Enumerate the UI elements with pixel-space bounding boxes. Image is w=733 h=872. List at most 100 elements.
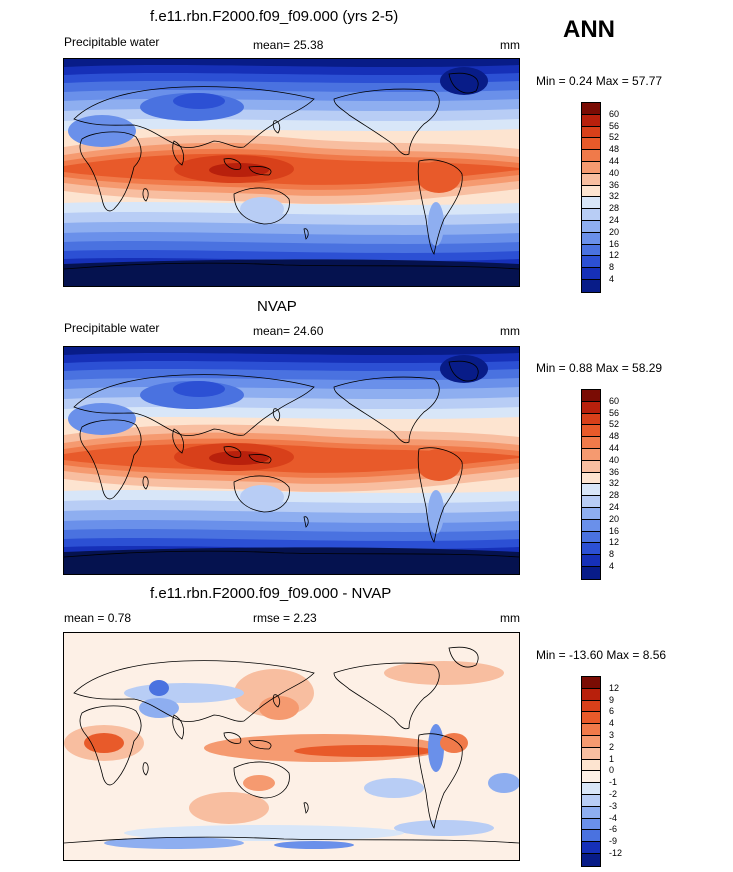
panel1-units-label: mm	[500, 38, 520, 52]
coastline	[73, 374, 315, 436]
colorbar-tick-label: 56	[609, 120, 620, 131]
colorbar-swatch	[582, 472, 600, 485]
colorbar-tick-label: -3	[609, 800, 618, 811]
contour-band	[240, 197, 284, 221]
colorbar-tick-label: 36	[609, 466, 620, 477]
colorbar-tick-label: 8	[609, 262, 615, 273]
contour-band	[364, 778, 424, 798]
panel1-title: f.e11.rbn.F2000.f09_f09.000 (yrs 2-5)	[150, 8, 399, 25]
coastline	[172, 714, 184, 740]
contour-band	[417, 161, 461, 193]
coastline	[233, 475, 290, 513]
colorbar-swatch	[582, 531, 600, 544]
colorbar-swatch	[582, 401, 600, 414]
colorbar-swatch	[582, 425, 600, 438]
coastline	[73, 86, 315, 148]
panel2-mean-label: mean= 24.60	[253, 324, 324, 338]
colorbar-tick-label: 12	[609, 682, 620, 693]
contour-band	[428, 202, 444, 246]
panel1-coastlines	[64, 72, 519, 270]
colorbar-tick-label: 1	[609, 753, 615, 764]
colorbar-tick-label: 16	[609, 238, 620, 249]
contour-band	[64, 259, 519, 286]
panel2-coastlines	[64, 360, 519, 558]
colorbar-swatch	[582, 256, 600, 269]
panel2-colorbar-ticks: 60 56 52 48 44 40 36 32 28 24 20 16 12 8 4	[581, 389, 621, 579]
contour-band	[240, 485, 284, 509]
coastline	[272, 120, 281, 134]
panel1-minmax-label: Min = 0.24 Max = 57.77	[536, 74, 663, 88]
colorbar-tick-label: 60	[609, 395, 620, 406]
colorbar-tick-label: -12	[609, 848, 623, 858]
colorbar-tick-label: -2	[609, 789, 618, 799]
coastline	[64, 550, 519, 558]
contour-band	[64, 547, 519, 574]
panel3-map	[63, 632, 520, 861]
contour-band	[274, 841, 354, 849]
colorbar-swatch	[582, 437, 600, 449]
coastline	[233, 187, 290, 225]
coastline	[448, 646, 479, 668]
coastline	[448, 72, 479, 94]
colorbar-tick-label: 40	[609, 167, 620, 178]
panel3-coastlines	[64, 646, 519, 844]
panel2-units-label: mm	[500, 324, 520, 338]
panel1-variable-label: Precipitable water	[64, 35, 160, 49]
colorbar-tick-label: 28	[609, 203, 620, 214]
panel3-units-label: mm	[500, 611, 520, 625]
contour-band	[124, 683, 244, 703]
colorbar-swatch	[582, 114, 600, 127]
contour-band	[84, 733, 124, 753]
contour-band	[428, 724, 444, 772]
colorbar-swatch	[582, 244, 600, 257]
contour-band	[189, 792, 269, 824]
colorbar-tick-label: 60	[609, 108, 620, 119]
colorbar-swatch	[582, 126, 600, 139]
colorbar-swatch	[582, 150, 600, 162]
panel2-contour-field	[64, 347, 519, 574]
colorbar-tick-label: -6	[609, 824, 618, 835]
panel2-minmax-label: Min = 0.88 Max = 58.29	[536, 361, 663, 375]
colorbar-tick-label: 52	[609, 419, 620, 430]
coastline	[64, 836, 519, 844]
coastline	[303, 516, 309, 528]
contour-band	[259, 696, 299, 720]
colorbar-swatch	[582, 413, 600, 426]
coastline	[272, 694, 281, 708]
colorbar-swatch	[582, 460, 600, 473]
colorbar-tick-label: 52	[609, 132, 620, 143]
colorbar-swatch	[582, 268, 600, 280]
colorbar-swatch	[582, 161, 600, 174]
colorbar-swatch	[582, 853, 600, 866]
panel3-mean-label: mean = 0.78	[64, 611, 132, 625]
colorbar-tick-label: 12	[609, 250, 620, 261]
contour-band	[488, 773, 519, 793]
coastline	[303, 802, 309, 814]
coastline	[333, 376, 440, 444]
coastline	[417, 159, 463, 255]
colorbar-swatch	[582, 712, 600, 725]
colorbar-swatch	[582, 747, 600, 760]
colorbar-swatch	[582, 543, 600, 556]
coastline	[248, 740, 272, 750]
colorbar-swatch	[582, 519, 600, 532]
colorbar-swatch	[582, 724, 600, 736]
colorbar-tick-label: 16	[609, 525, 620, 536]
colorbar-tick-label: 8	[609, 549, 615, 560]
contour-band	[294, 745, 434, 757]
panel2-variable-label: Precipitable water	[64, 321, 160, 335]
coastline	[142, 762, 149, 776]
colorbar-swatch	[582, 390, 600, 402]
colorbar-swatch	[582, 220, 600, 233]
panel1-colorbar	[581, 102, 601, 293]
colorbar-tick-label: 56	[609, 407, 620, 418]
coastline	[272, 408, 281, 422]
colorbar-tick-label: 32	[609, 478, 620, 489]
colorbar-tick-label: 32	[609, 191, 620, 202]
colorbar-tick-label: 12	[609, 537, 620, 548]
panel3-contour-field	[64, 633, 519, 860]
coastline	[448, 360, 479, 382]
panel2-map	[63, 346, 520, 575]
contour-band	[209, 451, 269, 465]
colorbar-swatch	[582, 830, 600, 843]
